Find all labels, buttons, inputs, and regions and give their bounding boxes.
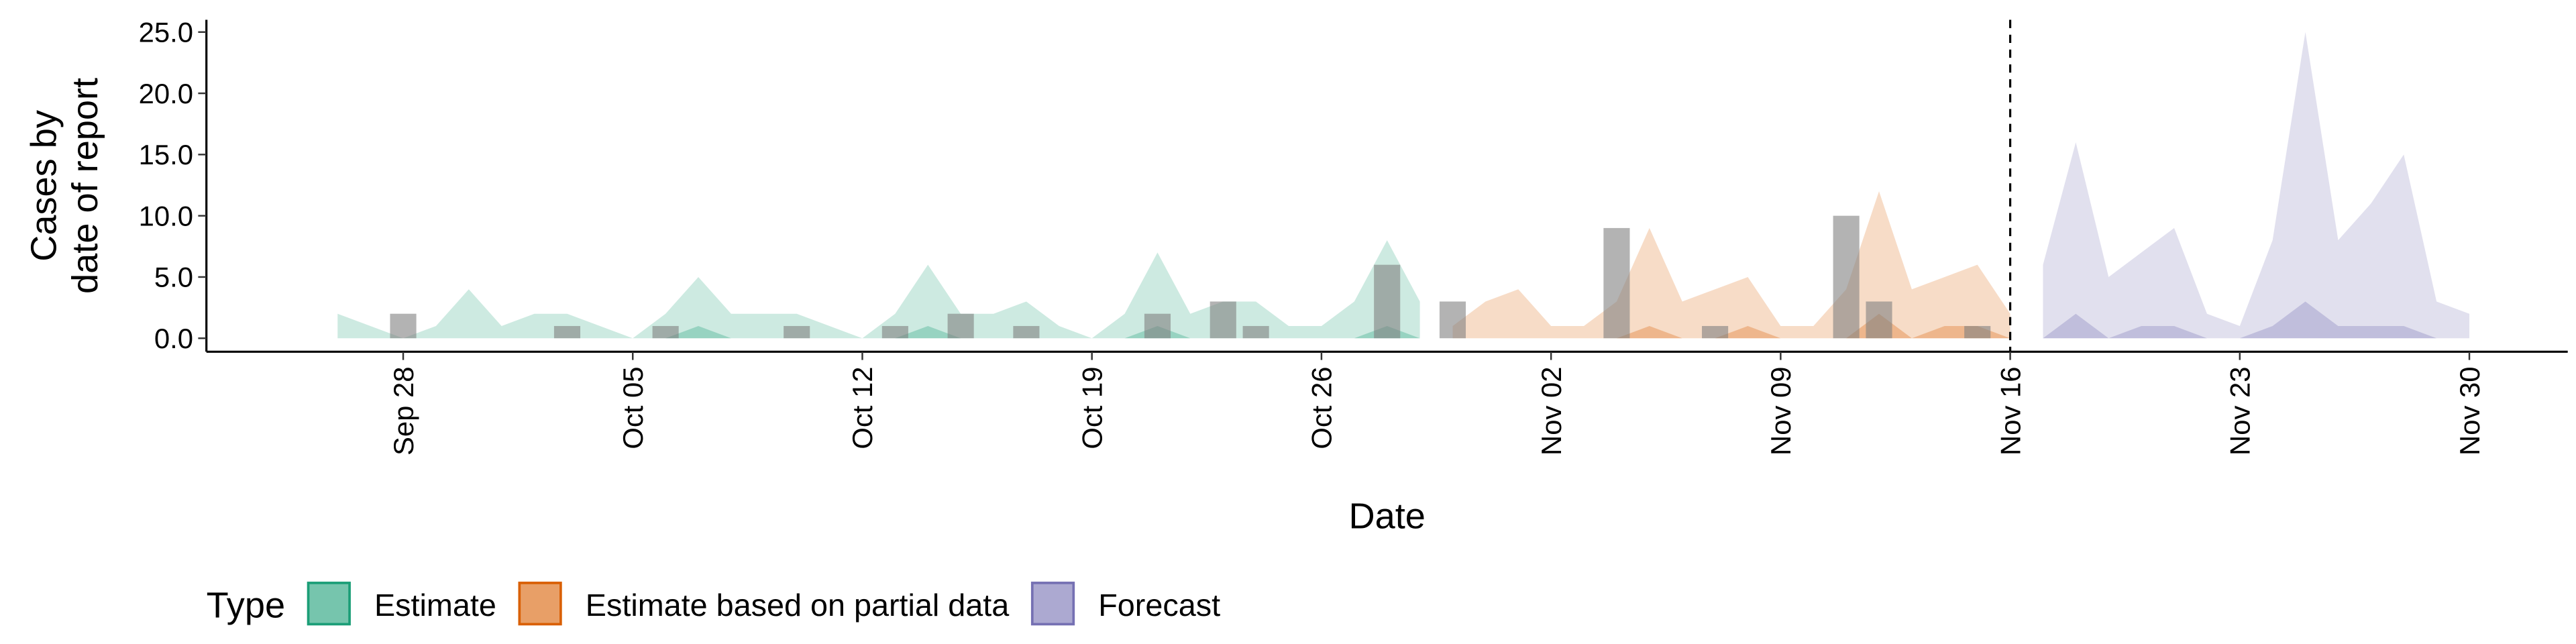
x-tick-label: Sep 28 xyxy=(388,366,419,455)
bar xyxy=(1144,313,1171,339)
bar xyxy=(947,313,974,339)
ribbon-outer xyxy=(337,240,1420,339)
bar xyxy=(1210,301,1236,339)
bar xyxy=(1964,325,1991,339)
bar xyxy=(390,313,417,339)
x-tick-label: Oct 26 xyxy=(1306,366,1338,449)
y-axis-title: date of report xyxy=(65,78,105,294)
bar xyxy=(1833,215,1860,339)
x-tick-label: Oct 12 xyxy=(847,366,878,449)
legend-swatch xyxy=(1030,582,1075,626)
x-tick-label: Nov 16 xyxy=(1994,366,2026,455)
x-tick-label: Oct 05 xyxy=(617,366,649,449)
bar xyxy=(1866,301,1892,339)
x-axis-title: Date xyxy=(1349,496,1426,537)
bar xyxy=(1702,325,1729,339)
ribbon-outer xyxy=(2043,32,2470,339)
x-tick-label: Nov 30 xyxy=(2454,366,2485,455)
bar xyxy=(553,325,581,339)
bar xyxy=(652,325,679,339)
x-tick-label: Nov 02 xyxy=(1536,366,1567,455)
legend-label: Forecast xyxy=(1098,588,1220,623)
y-tick-label: 20.0 xyxy=(139,78,193,109)
x-tick-label: Oct 19 xyxy=(1076,366,1108,449)
x-tick-label: Nov 09 xyxy=(1765,366,1796,455)
y-tick-label: 10.0 xyxy=(139,200,193,231)
ribbon-inner xyxy=(2043,301,2470,339)
y-axis-title: Cases by xyxy=(24,110,64,262)
legend-label: Estimate based on partial data xyxy=(586,588,1010,623)
y-tick-label: 5.0 xyxy=(154,262,193,293)
x-tick-label: Nov 23 xyxy=(2224,366,2256,455)
legend-swatch xyxy=(307,582,351,626)
y-tick-label: 15.0 xyxy=(139,139,193,170)
legend-label: Estimate xyxy=(374,588,496,623)
legend-swatch xyxy=(518,582,562,626)
y-tick-label: 0.0 xyxy=(154,323,193,354)
y-tick-label: 25.0 xyxy=(139,17,193,48)
legend-title: Type xyxy=(207,586,285,626)
bar xyxy=(1242,325,1269,339)
bar xyxy=(784,325,810,339)
bar xyxy=(881,325,908,339)
bar xyxy=(1374,264,1401,339)
bar xyxy=(1603,227,1630,339)
bar xyxy=(1439,301,1466,339)
bar xyxy=(1013,325,1040,339)
ribbon-outer xyxy=(1452,191,2010,339)
